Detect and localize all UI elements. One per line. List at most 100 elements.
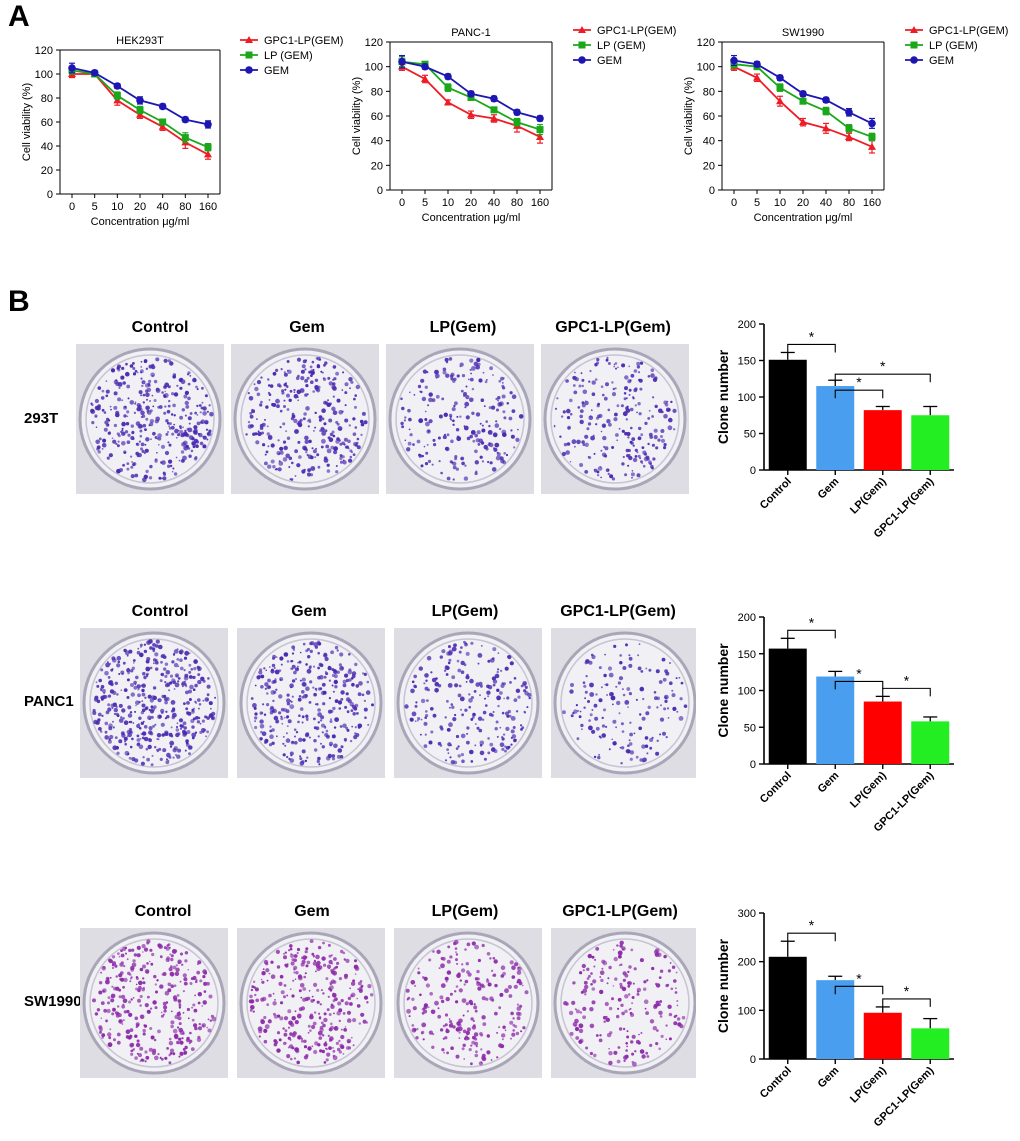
x-tick-label: 10 — [774, 197, 786, 209]
colony — [267, 435, 273, 440]
colony — [297, 1035, 302, 1040]
colony — [638, 643, 641, 645]
colony — [98, 1027, 103, 1032]
data-point — [490, 94, 498, 103]
y-tick-label: 0 — [709, 185, 715, 197]
colony — [327, 376, 331, 380]
colony — [185, 741, 189, 745]
colony — [585, 1046, 589, 1050]
colony — [276, 1048, 281, 1053]
colony — [152, 1000, 157, 1005]
colony-plate-gpc1-lpgem — [551, 628, 696, 778]
colony — [129, 1043, 134, 1048]
colony — [470, 1062, 473, 1066]
colony — [193, 425, 198, 430]
colony — [476, 969, 480, 974]
colony — [468, 705, 472, 709]
colony — [593, 703, 598, 708]
colony — [298, 695, 302, 698]
colony — [148, 424, 151, 427]
colony — [175, 967, 180, 972]
colony — [601, 452, 607, 457]
colony — [644, 421, 648, 425]
colony — [600, 385, 604, 388]
colony — [303, 468, 306, 471]
colony — [139, 1004, 142, 1007]
colony — [123, 414, 127, 418]
colony — [638, 378, 643, 383]
significance-label: * — [809, 614, 815, 630]
colony — [257, 431, 262, 437]
colony — [597, 755, 601, 760]
colony — [173, 649, 179, 654]
colony — [148, 379, 152, 383]
colony — [156, 979, 159, 982]
colony — [326, 448, 332, 454]
colony — [195, 385, 198, 389]
colony — [437, 436, 441, 440]
colony — [554, 407, 558, 410]
colony — [572, 375, 576, 380]
colony — [313, 665, 316, 668]
colony — [136, 1039, 140, 1043]
colony — [274, 669, 280, 675]
colony — [563, 442, 568, 447]
colony — [616, 1014, 620, 1019]
x-tick-label: 5 — [422, 197, 428, 209]
colony — [476, 357, 481, 363]
colony — [172, 373, 176, 377]
colony — [367, 984, 372, 989]
colony — [140, 710, 145, 715]
colony — [330, 650, 334, 655]
colony — [329, 1025, 335, 1030]
colony — [135, 421, 141, 426]
colony — [455, 747, 459, 750]
colony — [130, 1052, 134, 1056]
colony — [127, 678, 130, 681]
colony — [101, 714, 104, 717]
colony — [607, 472, 610, 475]
colony — [176, 754, 181, 759]
colony — [262, 996, 267, 1002]
colony — [420, 378, 425, 383]
colony — [96, 684, 100, 688]
colony — [626, 397, 628, 399]
colony — [160, 722, 165, 727]
colony — [595, 423, 598, 426]
data-point — [868, 142, 876, 150]
colony — [517, 966, 520, 969]
colony — [506, 714, 510, 718]
colony — [285, 709, 290, 714]
colony — [414, 984, 417, 987]
x-tick-label: 0 — [399, 197, 405, 209]
colony — [131, 948, 135, 952]
colony — [456, 962, 459, 965]
colony — [194, 994, 197, 997]
colony — [639, 1049, 645, 1054]
colony — [299, 388, 305, 393]
colony — [176, 1026, 180, 1029]
colony — [322, 690, 327, 695]
colony — [114, 736, 118, 739]
colony — [268, 666, 271, 668]
colony — [165, 946, 170, 951]
colony — [158, 405, 163, 409]
colony — [628, 692, 633, 696]
colony — [624, 473, 628, 477]
colony — [117, 1005, 120, 1008]
colony — [618, 427, 621, 430]
colony — [135, 675, 139, 680]
colony — [328, 1013, 332, 1016]
colony — [319, 1049, 323, 1053]
colony — [517, 428, 519, 431]
colony — [603, 1020, 606, 1023]
colony — [164, 450, 170, 456]
colony — [131, 1048, 135, 1052]
colony — [329, 743, 332, 747]
colony — [300, 962, 305, 967]
data-point — [181, 115, 190, 124]
data-point — [136, 110, 144, 118]
colony — [126, 440, 131, 444]
colony — [172, 403, 176, 408]
colony — [455, 951, 457, 953]
